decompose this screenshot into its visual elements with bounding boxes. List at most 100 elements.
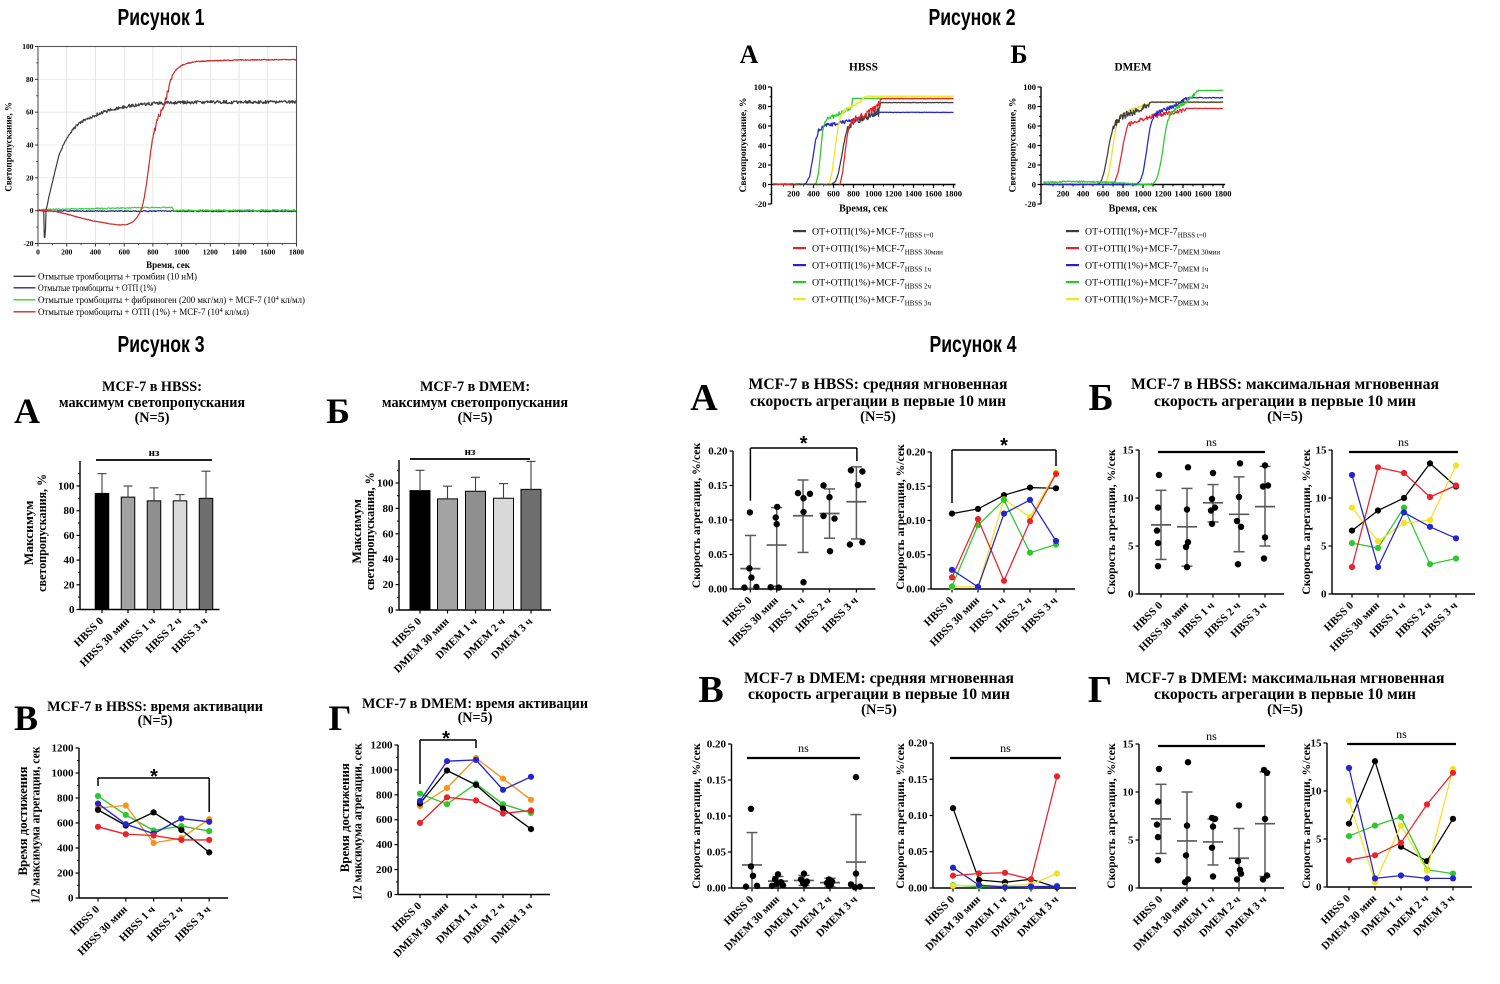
svg-text:100: 100 [58, 481, 75, 493]
svg-text:(N=5): (N=5) [861, 702, 897, 718]
svg-text:Б: Б [1010, 40, 1027, 69]
svg-text:Скорость агрегации, %/сек: Скорость агрегации, %/сек [690, 743, 703, 889]
svg-text:(N=5): (N=5) [458, 410, 493, 426]
svg-text:1200: 1200 [203, 248, 218, 257]
svg-text:800: 800 [1117, 189, 1130, 199]
svg-text:0.20: 0.20 [908, 738, 928, 750]
svg-text:1000: 1000 [1135, 189, 1152, 199]
svg-text:Г: Г [1088, 669, 1112, 711]
svg-text:600: 600 [57, 818, 74, 830]
svg-text:60: 60 [1028, 121, 1037, 131]
svg-text:Отмытые тромбоциты + ОТП (1%): Отмытые тромбоциты + ОТП (1%) + MCF-7 (1… [38, 307, 249, 317]
svg-text:светопропускания, %: светопропускания, % [35, 474, 49, 592]
svg-text:60: 60 [26, 108, 34, 117]
svg-text:ns: ns [1206, 435, 1217, 449]
svg-text:80: 80 [64, 505, 76, 517]
svg-text:10: 10 [1123, 493, 1135, 505]
svg-text:0.20: 0.20 [708, 446, 728, 458]
svg-text:Скорость агрегации, %/сек: Скорость агрегации, %/сек [690, 443, 703, 589]
svg-text:1200: 1200 [885, 189, 902, 199]
svg-text:10: 10 [1316, 493, 1328, 505]
svg-text:0: 0 [387, 889, 393, 901]
svg-text:0.10: 0.10 [708, 515, 728, 527]
svg-text:Рисунок 1: Рисунок 1 [118, 4, 205, 30]
svg-text:600: 600 [376, 814, 393, 826]
svg-text:80: 80 [1028, 101, 1037, 111]
svg-text:1200: 1200 [371, 740, 394, 752]
svg-text:5: 5 [1316, 834, 1322, 846]
svg-text:MCF-7 в DMEM: максимальная мгн: MCF-7 в DMEM: максимальная мгновенная [1126, 670, 1445, 687]
svg-text:А: А [740, 40, 759, 69]
svg-text:Г: Г [329, 698, 352, 738]
svg-text:ns: ns [1398, 435, 1409, 449]
svg-text:200: 200 [1057, 189, 1070, 199]
svg-text:MCF-7 в DMEM: время активации: MCF-7 в DMEM: время активации [362, 696, 588, 712]
svg-text:0.05: 0.05 [707, 847, 727, 859]
svg-text:ns: ns [1206, 729, 1217, 743]
svg-text:ОТ+ОТП(1%)+MCF-7HBSS 2ч: ОТ+ОТП(1%)+MCF-7HBSS 2ч [812, 278, 931, 291]
svg-text:40: 40 [26, 141, 34, 150]
svg-text:0: 0 [1128, 589, 1134, 601]
svg-text:Б: Б [1088, 377, 1113, 419]
svg-text:40: 40 [383, 554, 395, 566]
svg-text:А: А [690, 377, 718, 419]
svg-text:1600: 1600 [925, 189, 942, 199]
svg-text:1800: 1800 [1215, 189, 1232, 199]
svg-text:*: * [1000, 435, 1008, 457]
svg-text:А: А [14, 391, 40, 431]
svg-text:Рисунок 4: Рисунок 4 [930, 331, 1017, 357]
svg-text:600: 600 [827, 189, 840, 199]
svg-text:1800: 1800 [945, 189, 962, 199]
svg-text:20: 20 [1028, 160, 1037, 170]
svg-text:(N=5): (N=5) [135, 410, 170, 426]
svg-text:1000: 1000 [371, 764, 394, 776]
svg-text:40: 40 [64, 555, 76, 567]
svg-text:200: 200 [57, 868, 74, 880]
svg-text:0.10: 0.10 [906, 515, 926, 527]
svg-text:40: 40 [1028, 140, 1037, 150]
svg-text:0: 0 [388, 605, 394, 617]
svg-text:1200: 1200 [1155, 189, 1172, 199]
svg-text:Отмытые тромбоциты + ОТП (1%): Отмытые тромбоциты + ОТП (1%) [38, 283, 156, 293]
svg-text:0.15: 0.15 [707, 775, 727, 787]
svg-text:80: 80 [26, 75, 34, 84]
svg-text:Отмытые тромбоциты + фибриноге: Отмытые тромбоциты + фибриноген (200 мкг… [38, 295, 305, 305]
svg-text:600: 600 [1097, 189, 1110, 199]
svg-text:800: 800 [147, 248, 159, 257]
svg-text:(N=5): (N=5) [860, 409, 896, 425]
svg-text:Скорость агрегации, %/сек: Скорость агрегации, %/сек [894, 743, 907, 889]
svg-text:MCF-7 в HBSS: средняя мгновенн: MCF-7 в HBSS: средняя мгновенная [749, 376, 1008, 393]
svg-text:ns: ns [1000, 741, 1011, 755]
svg-text:80: 80 [383, 503, 395, 515]
svg-text:60: 60 [64, 530, 76, 542]
svg-text:(N=5): (N=5) [138, 713, 173, 729]
svg-text:Время достижения: Время достижения [338, 763, 352, 872]
svg-text:Отмытые тромбоциты + тромбин (: Отмытые тромбоциты + тромбин (10 нМ) [38, 272, 197, 282]
svg-text:скорость агрегации в первые 10: скорость агрегации в первые 10 мин [1154, 686, 1416, 703]
svg-text:DMEM: DMEM [1114, 62, 1151, 74]
svg-text:0.15: 0.15 [708, 480, 728, 492]
svg-text:Максимум: Максимум [350, 498, 364, 563]
svg-text:Время, сек: Время, сек [1109, 204, 1158, 215]
svg-text:800: 800 [57, 793, 74, 805]
svg-text:20: 20 [64, 579, 76, 591]
svg-text:1/2 максимума агрегации, сек: 1/2 максимума агрегации, сек [351, 742, 365, 900]
svg-text:20: 20 [26, 173, 34, 182]
svg-text:60: 60 [758, 121, 767, 131]
svg-text:100: 100 [1023, 82, 1036, 92]
svg-text:0: 0 [1128, 883, 1134, 895]
svg-text:0.10: 0.10 [707, 811, 727, 823]
svg-text:0.20: 0.20 [707, 739, 727, 751]
svg-text:100: 100 [754, 82, 767, 92]
svg-text:ОТ+ОТП(1%)+MCF-7HBSS t=0: ОТ+ОТП(1%)+MCF-7HBSS t=0 [812, 227, 934, 240]
svg-text:0: 0 [36, 248, 40, 257]
svg-text:скорость агрегации в первые 10: скорость агрегации в первые 10 мин [1154, 393, 1416, 410]
svg-text:1800: 1800 [289, 248, 304, 257]
svg-text:400: 400 [90, 248, 102, 257]
svg-text:5: 5 [1128, 835, 1134, 847]
svg-text:Скорость агрегации, %/сек: Скорость агрегации, %/сек [1105, 743, 1118, 889]
svg-text:-20: -20 [24, 239, 34, 248]
svg-text:Б: Б [326, 391, 350, 431]
svg-text:0.00: 0.00 [906, 584, 926, 596]
svg-text:0: 0 [30, 206, 34, 215]
